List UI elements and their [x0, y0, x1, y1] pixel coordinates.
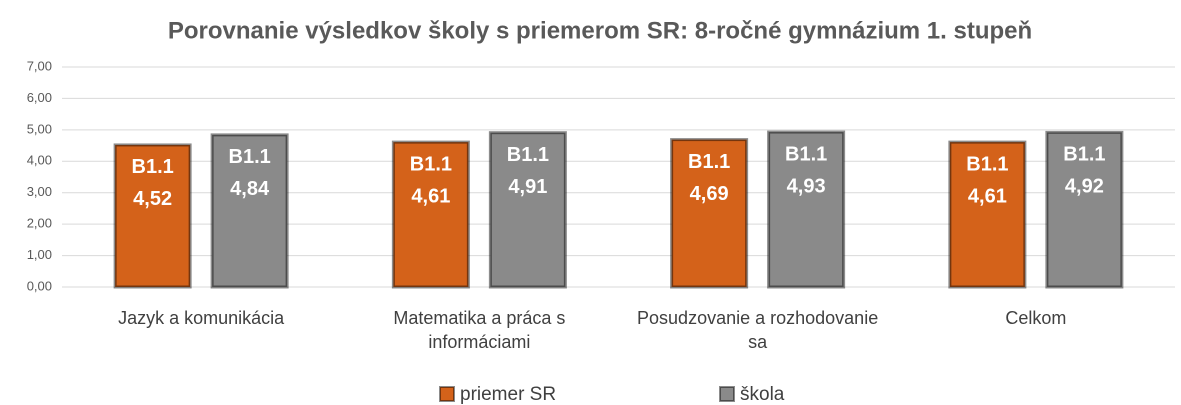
y-tick-label: 0,00 — [27, 278, 52, 293]
value-label: 4,52 — [133, 188, 172, 210]
level-label: B1.1 — [966, 153, 1008, 175]
y-tick-label: 5,00 — [27, 121, 52, 136]
value-label: 4,61 — [968, 185, 1007, 207]
bar — [1045, 130, 1124, 289]
legend-label: škola — [740, 384, 785, 405]
value-label: 4,61 — [411, 185, 450, 207]
chart-title: Porovnanie výsledkov školy s priemerom S… — [168, 17, 1032, 44]
y-tick-label: 1,00 — [27, 247, 52, 262]
value-label: 4,92 — [1065, 176, 1104, 198]
legend-swatch — [439, 386, 455, 402]
value-label: 4,84 — [230, 178, 270, 200]
value-label: 4,91 — [508, 176, 547, 198]
legend-label: priemer SR — [460, 384, 556, 405]
value-label: 4,69 — [690, 183, 729, 205]
y-tick-label: 4,00 — [27, 153, 52, 168]
bar — [210, 133, 289, 289]
legend-swatch — [719, 386, 735, 402]
bar — [391, 140, 470, 289]
level-label: B1.1 — [507, 144, 549, 166]
level-label: B1.1 — [688, 151, 730, 173]
level-label: B1.1 — [1063, 144, 1105, 166]
y-tick-label: 2,00 — [27, 216, 52, 231]
level-label: B1.1 — [132, 156, 174, 178]
level-label: B1.1 — [785, 143, 827, 165]
x-tick-label: Jazyk a komunikácia — [118, 308, 285, 328]
bar — [113, 143, 192, 289]
bar — [767, 130, 846, 289]
bar — [948, 140, 1027, 289]
y-tick-label: 3,00 — [27, 184, 52, 199]
value-label: 4,93 — [787, 175, 826, 197]
y-tick-label: 6,00 — [27, 90, 52, 105]
x-tick-label: Celkom — [1005, 308, 1067, 328]
x-tick-label: Matematika a práca s informáciami — [393, 308, 566, 352]
y-tick-label: 7,00 — [27, 58, 52, 73]
level-label: B1.1 — [229, 146, 271, 168]
x-tick-label: Posudzovanie a rozhodovanie sa — [637, 308, 879, 352]
bar — [670, 138, 749, 289]
bar — [488, 131, 567, 289]
level-label: B1.1 — [410, 153, 452, 175]
